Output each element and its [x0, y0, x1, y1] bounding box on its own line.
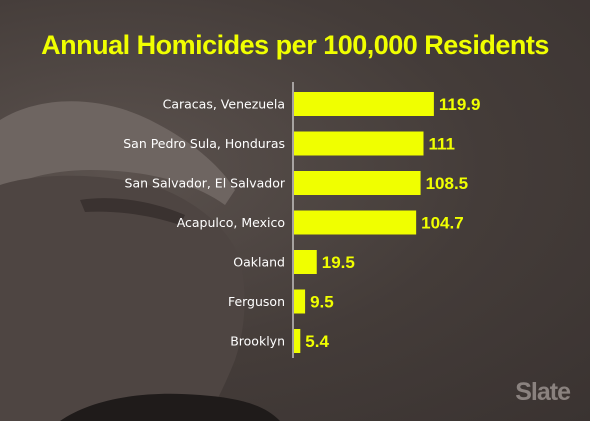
bar [294, 289, 306, 314]
suit-shape [60, 393, 280, 421]
category-label: Ferguson [228, 294, 285, 309]
bar [294, 250, 317, 274]
category-label: San Pedro Sula, Honduras [123, 136, 285, 151]
category-label: Acapulco, Mexico [177, 215, 285, 230]
category-label: Oakland [233, 255, 285, 270]
value-label: 108.5 [426, 174, 469, 193]
value-label: 104.7 [421, 214, 464, 233]
value-label: 19.5 [322, 253, 355, 272]
value-label: 9.5 [310, 293, 334, 312]
value-label: 5.4 [305, 332, 329, 351]
hair-shape [0, 101, 235, 205]
brow-shadow [80, 198, 185, 225]
bar [294, 92, 434, 116]
category-label: Brooklyn [230, 334, 285, 349]
category-label: Caracas, Venezuela [163, 97, 285, 112]
slate-logo: Slate [515, 378, 571, 406]
chart-title: Annual Homicides per 100,000 Residents [41, 30, 549, 60]
bar [294, 131, 424, 156]
category-label: San Salvador, El Salvador [125, 176, 286, 191]
bar [294, 210, 417, 235]
bar [294, 171, 421, 195]
bar [294, 329, 301, 353]
face-shape [0, 175, 245, 421]
value-label: 111 [429, 135, 456, 154]
value-label: 119.9 [439, 95, 481, 114]
